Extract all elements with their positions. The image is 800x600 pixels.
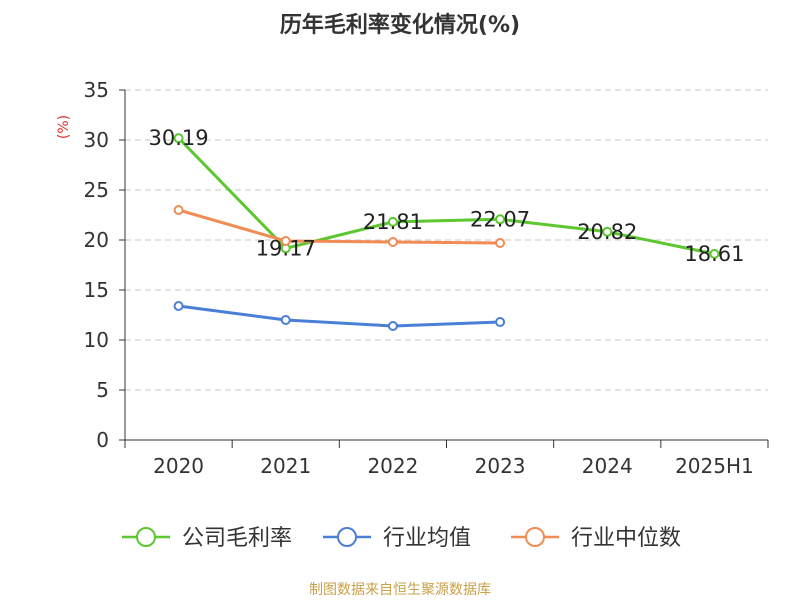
y-tick-label: 35	[84, 78, 109, 102]
data-labels: 30.19 19.17 21.81 22.07 20.82 18.61	[149, 126, 745, 266]
legend-item[interactable]: 行业均值	[323, 526, 471, 551]
legend-item[interactable]: 行业中位数	[511, 526, 681, 551]
y-tick-label: 5	[96, 378, 109, 402]
grid	[125, 89, 768, 391]
x-tick-label: 2023	[475, 454, 526, 478]
y-tick-label: 25	[84, 178, 109, 202]
x-tick-label: 2025H1	[675, 454, 754, 478]
y-axis-label: (%)	[56, 115, 72, 139]
data-point[interactable]	[387, 216, 398, 227]
data-label: 22.07	[470, 207, 530, 231]
data-point[interactable]	[387, 237, 398, 247]
legend-label: 公司毛利率	[182, 526, 292, 551]
source-note: 制图数据来自恒生聚源数据库	[309, 582, 491, 598]
series-line	[177, 137, 715, 256]
data-point[interactable]	[387, 321, 398, 331]
data-label: 20.82	[577, 220, 637, 244]
data-label: 18.61	[684, 242, 744, 266]
data-point[interactable]	[173, 205, 184, 215]
data-label: 19.17	[256, 236, 316, 260]
legend-marker-icon	[337, 527, 357, 547]
data-point[interactable]	[495, 238, 506, 248]
x-tick-label: 2021	[260, 454, 311, 478]
x-tick-label: 2020	[153, 454, 204, 478]
legend[interactable]: 公司毛利率 行业均值 行业中位数	[122, 526, 681, 551]
x-tick-label: 2024	[582, 454, 633, 478]
x-tick-label: 2022	[367, 454, 418, 478]
legend-item[interactable]: 公司毛利率	[122, 526, 292, 551]
y-tick-label: 30	[84, 128, 109, 152]
series-line	[178, 304, 501, 328]
legend-marker-icon	[136, 527, 156, 547]
data-point[interactable]	[495, 214, 506, 225]
data-point[interactable]	[173, 301, 184, 311]
y-tick-label: 10	[84, 328, 109, 352]
data-point[interactable]	[280, 236, 291, 246]
y-tick-label: 15	[84, 278, 109, 302]
data-point[interactable]	[709, 248, 720, 259]
legend-label: 行业均值	[383, 526, 471, 551]
series-line	[178, 208, 501, 245]
data-point[interactable]	[173, 133, 184, 144]
legend-label: 行业中位数	[571, 526, 681, 551]
data-point[interactable]	[495, 317, 506, 327]
axes: 0 5 10 15 20 25 30 35 2020 2021 2022 2023 2024 2025H1	[84, 78, 769, 478]
series-group	[173, 133, 720, 331]
data-point[interactable]	[280, 315, 291, 325]
legend-marker-icon	[525, 527, 545, 547]
y-tick-label: 0	[96, 428, 109, 452]
chart-title: 历年毛利率变化情况(%)	[280, 12, 520, 38]
data-point[interactable]	[602, 226, 613, 237]
data-label: 21.81	[363, 210, 423, 234]
data-label: 30.19	[149, 126, 209, 150]
y-tick-label: 20	[84, 228, 109, 252]
